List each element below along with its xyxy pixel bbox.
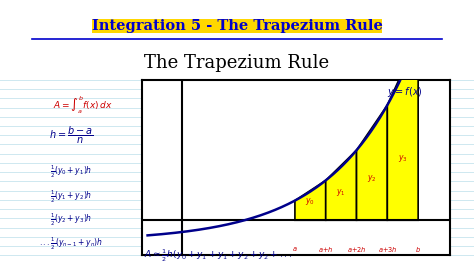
Text: $a$: $a$: [292, 245, 298, 253]
Text: $A = \int_a^b f(x)\,dx$: $A = \int_a^b f(x)\,dx$: [53, 94, 112, 116]
Text: $\frac{1}{2}(y_2+y_3)h$: $\frac{1}{2}(y_2+y_3)h$: [50, 211, 92, 228]
Polygon shape: [387, 38, 418, 220]
Text: $a{+}3h$: $a{+}3h$: [378, 245, 397, 254]
Text: $b$: $b$: [415, 245, 421, 254]
Text: Integration 5 - The Trapezium Rule: Integration 5 - The Trapezium Rule: [91, 19, 383, 33]
Text: $\frac{1}{2}(y_1+y_2)h$: $\frac{1}{2}(y_1+y_2)h$: [50, 189, 92, 205]
Text: $y_0$: $y_0$: [305, 196, 315, 207]
Text: $a{+}h$: $a{+}h$: [318, 245, 333, 254]
Text: $...\frac{1}{2}(y_{n-1}+y_n)h$: $...\frac{1}{2}(y_{n-1}+y_n)h$: [39, 236, 103, 252]
Text: $\frac{1}{2}(y_0+y_1)h$: $\frac{1}{2}(y_0+y_1)h$: [50, 164, 92, 180]
Text: $A \approx \frac{1}{2}h(y_0+y_1+y_1+y_2+y_2+...$: $A \approx \frac{1}{2}h(y_0+y_1+y_1+y_2+…: [144, 247, 292, 264]
Text: The Trapezium Rule: The Trapezium Rule: [145, 53, 329, 72]
Polygon shape: [356, 105, 387, 220]
Polygon shape: [326, 150, 356, 220]
Text: $a{+}2h$: $a{+}2h$: [347, 245, 366, 254]
Text: $y=f(x)$: $y=f(x)$: [387, 85, 422, 99]
Text: $y_2$: $y_2$: [367, 173, 377, 184]
Text: $h = \dfrac{b-a}{n}$: $h = \dfrac{b-a}{n}$: [49, 126, 93, 147]
Polygon shape: [295, 180, 326, 220]
Text: $y_3$: $y_3$: [398, 153, 408, 164]
Text: $y_1$: $y_1$: [337, 187, 346, 198]
